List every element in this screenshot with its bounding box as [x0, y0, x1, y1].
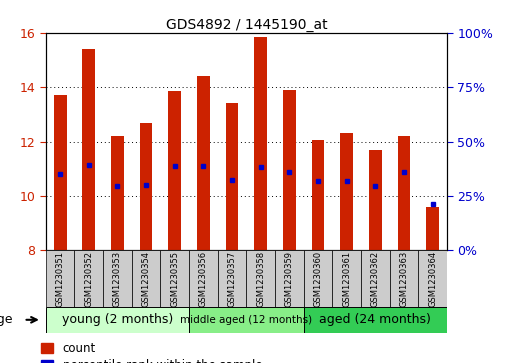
Text: GSM1230353: GSM1230353	[113, 250, 122, 307]
Bar	[275, 250, 304, 307]
Text: young (2 months): young (2 months)	[62, 313, 173, 326]
Bar	[46, 307, 189, 333]
Bar	[304, 307, 447, 333]
Bar	[82, 49, 95, 250]
Bar	[390, 250, 419, 307]
Text: GSM1230362: GSM1230362	[371, 250, 380, 307]
Bar	[74, 250, 103, 307]
Text: GSM1230364: GSM1230364	[428, 250, 437, 307]
Bar	[304, 250, 332, 307]
Bar	[311, 140, 325, 250]
Bar	[218, 250, 246, 307]
Bar	[111, 136, 124, 250]
Text: GSM1230356: GSM1230356	[199, 250, 208, 307]
Bar	[255, 37, 267, 250]
Text: GSM1230354: GSM1230354	[142, 250, 150, 307]
Bar	[140, 122, 152, 250]
Bar	[197, 76, 210, 250]
Text: GSM1230352: GSM1230352	[84, 250, 93, 307]
Text: age: age	[0, 313, 13, 326]
Bar	[361, 250, 390, 307]
Text: aged (24 months): aged (24 months)	[320, 313, 431, 326]
Bar	[332, 250, 361, 307]
Text: GSM1230360: GSM1230360	[313, 250, 323, 307]
Bar	[226, 103, 238, 250]
Bar	[369, 150, 382, 250]
Legend: count, percentile rank within the sample: count, percentile rank within the sample	[42, 342, 262, 363]
Text: GSM1230358: GSM1230358	[256, 250, 265, 307]
Bar	[46, 250, 74, 307]
Bar	[54, 95, 67, 250]
Text: GSM1230359: GSM1230359	[285, 250, 294, 307]
Bar	[161, 250, 189, 307]
Bar	[103, 250, 132, 307]
Bar	[189, 307, 304, 333]
Bar	[340, 133, 353, 250]
Bar	[189, 250, 218, 307]
Text: GSM1230363: GSM1230363	[399, 250, 408, 307]
Text: GSM1230357: GSM1230357	[228, 250, 237, 307]
Bar	[168, 91, 181, 250]
Bar	[132, 250, 161, 307]
Bar	[398, 136, 410, 250]
Text: GSM1230351: GSM1230351	[55, 250, 65, 307]
Bar	[246, 250, 275, 307]
Text: GSM1230361: GSM1230361	[342, 250, 351, 307]
Bar	[419, 250, 447, 307]
Bar	[426, 207, 439, 250]
Text: middle aged (12 months): middle aged (12 months)	[180, 315, 312, 325]
Bar	[283, 90, 296, 250]
Text: GSM1230355: GSM1230355	[170, 250, 179, 307]
Title: GDS4892 / 1445190_at: GDS4892 / 1445190_at	[166, 18, 327, 32]
